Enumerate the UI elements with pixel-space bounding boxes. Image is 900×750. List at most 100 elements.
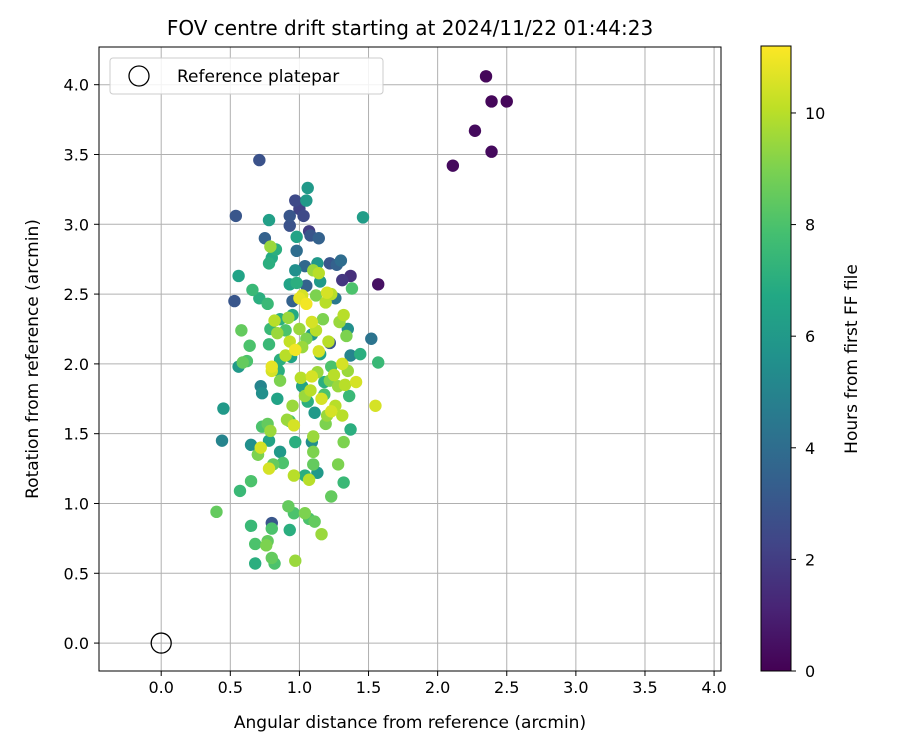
- data-point: [307, 445, 320, 459]
- data-point: [262, 434, 276, 447]
- reference-platepar-marker: [150, 632, 172, 654]
- data-point: [315, 392, 328, 405]
- data-point: [325, 405, 338, 418]
- legend-label: Reference platepar: [177, 67, 339, 87]
- data-point: [262, 462, 276, 475]
- data-point: [500, 95, 513, 108]
- colorbar-tick-label: 4: [805, 439, 815, 458]
- data-point: [315, 527, 328, 541]
- y-tick-label: 0.5: [64, 564, 89, 583]
- x-tick-label: 3.5: [632, 678, 657, 697]
- data-point: [246, 283, 259, 297]
- data-point: [300, 297, 313, 311]
- data-point: [365, 332, 378, 345]
- data-point: [479, 70, 493, 83]
- y-tick-label: 3.5: [64, 145, 89, 164]
- data-point: [289, 194, 302, 207]
- data-point: [262, 213, 276, 227]
- data-point: [356, 211, 370, 224]
- data-point: [334, 254, 348, 267]
- y-axis-label: Rotation from reference (arcmin): [23, 219, 43, 499]
- data-point: [308, 515, 321, 528]
- data-point: [265, 522, 278, 535]
- plot-frame: [98, 46, 722, 672]
- data-point: [273, 374, 287, 387]
- data-point: [248, 557, 262, 570]
- data-point: [217, 402, 230, 415]
- data-point: [287, 419, 301, 432]
- data-point: [302, 473, 316, 486]
- y-tick-label: 1.5: [64, 425, 89, 444]
- data-point: [215, 434, 229, 447]
- x-axis-ticks: 0.0 0.5 1.0 1.5 2.0 2.5 3.0 3.5 4.0: [148, 671, 727, 697]
- x-tick-label: 4.0: [701, 678, 726, 697]
- data-point: [235, 324, 248, 337]
- y-tick-label: 0.0: [64, 634, 89, 653]
- data-point: [244, 438, 258, 452]
- data-point: [229, 209, 243, 223]
- data-point: [265, 551, 278, 565]
- data-point: [340, 329, 353, 343]
- data-point: [337, 308, 350, 322]
- data-point: [297, 209, 310, 223]
- data-point: [344, 423, 357, 436]
- colorbar-tick-label: 2: [805, 550, 815, 569]
- data-point: [345, 282, 359, 295]
- data-point: [243, 339, 256, 352]
- data-point: [307, 430, 320, 443]
- data-point: [254, 441, 267, 454]
- data-point: [260, 539, 273, 552]
- x-tick-label: 0.5: [218, 678, 243, 697]
- y-tick-label: 1.0: [64, 494, 89, 513]
- data-point: [271, 326, 284, 340]
- data-point: [485, 145, 498, 158]
- data-point: [233, 484, 247, 498]
- data-point: [342, 389, 356, 403]
- data-point: [354, 347, 367, 361]
- data-point: [485, 95, 498, 108]
- data-point: [289, 435, 302, 449]
- data-point: [319, 296, 332, 309]
- data-point: [320, 286, 334, 299]
- x-tick-label: 1.5: [356, 678, 381, 697]
- data-point: [262, 338, 276, 351]
- y-tick-label: 4.0: [64, 76, 89, 95]
- data-point: [283, 523, 296, 537]
- data-point: [327, 368, 341, 382]
- data-point: [312, 232, 325, 245]
- data-point: [446, 159, 460, 172]
- x-tick-label: 3.0: [563, 678, 588, 697]
- data-point: [283, 219, 296, 232]
- colorbar-tick-label: 8: [805, 216, 815, 235]
- data-point: [316, 313, 330, 326]
- data-point: [300, 194, 313, 207]
- y-axis-ticks: 0.0 0.5 1.0 1.5 2.0 2.5 3.0 3.5 4.0: [64, 76, 99, 653]
- data-point: [279, 349, 292, 362]
- data-point: [290, 244, 303, 258]
- data-point: [325, 490, 338, 503]
- data-point: [244, 474, 258, 488]
- data-point: [262, 257, 276, 270]
- data-point: [289, 264, 302, 277]
- legend-box: [109, 57, 384, 95]
- colorbar-tick-label: 6: [805, 327, 815, 346]
- data-point: [268, 314, 281, 327]
- data-point: [338, 378, 352, 392]
- data-point: [337, 435, 350, 449]
- data-point: [301, 181, 314, 195]
- data-point: [271, 392, 284, 405]
- y-tick-label: 2.5: [64, 285, 89, 304]
- data-points: [210, 70, 513, 570]
- data-point: [228, 294, 241, 308]
- data-point: [289, 343, 302, 357]
- data-point: [290, 276, 303, 290]
- grid: [99, 47, 721, 671]
- data-point: [264, 424, 277, 438]
- data-point: [253, 153, 266, 167]
- data-point: [309, 289, 323, 302]
- colorbar-ticks: 0 2 4 6 8 10: [791, 104, 825, 681]
- data-point: [300, 279, 313, 292]
- data-point: [287, 469, 301, 482]
- data-point: [468, 124, 482, 137]
